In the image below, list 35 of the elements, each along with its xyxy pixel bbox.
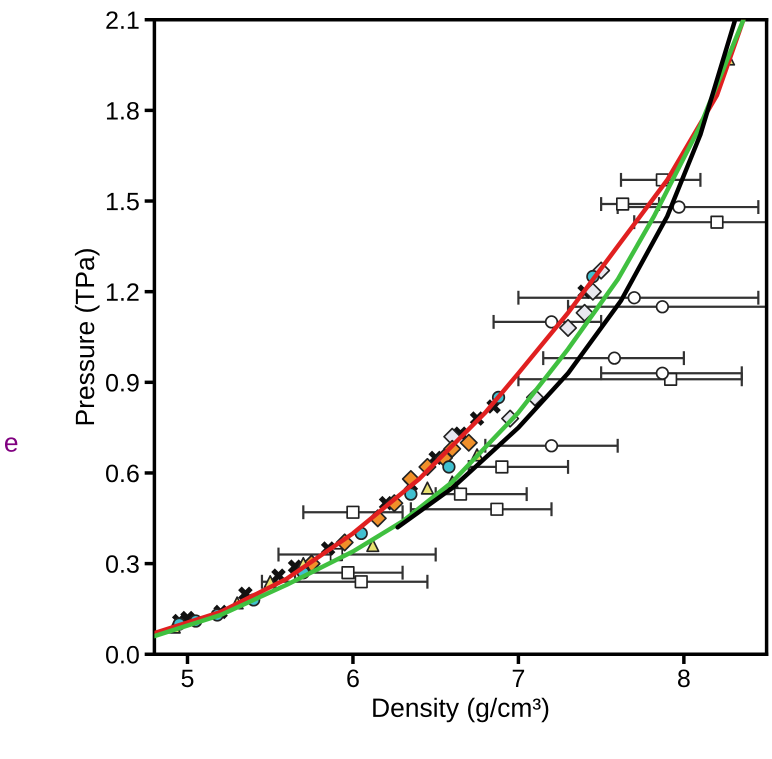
- point: [354, 575, 368, 588]
- point: [576, 304, 594, 322]
- point: [608, 352, 622, 365]
- y-tick-label: 1.5: [106, 192, 139, 210]
- y-tick-label: 0.6: [106, 464, 139, 482]
- point: [346, 506, 360, 519]
- x-tick-label: 5: [182, 670, 194, 688]
- y-tick-label: 1.8: [106, 102, 139, 120]
- y-tick-label: 0.3: [106, 555, 139, 573]
- point: [616, 197, 630, 211]
- point: [420, 481, 434, 495]
- y-tick-label: 1.2: [106, 283, 139, 301]
- x-tick-label: 7: [512, 670, 524, 687]
- point: [460, 434, 478, 452]
- x-tick-label: 6: [347, 670, 359, 688]
- x-axis-title: Density (g/cm³): [373, 698, 548, 722]
- point: [454, 487, 468, 501]
- point: [341, 566, 355, 580]
- point: [656, 366, 669, 380]
- y-tick-label: 0.0: [106, 646, 139, 664]
- point: [656, 300, 669, 314]
- x-tick-label: 8: [678, 670, 690, 688]
- y-tick-label: 0.9: [106, 374, 139, 392]
- text: e: [4, 437, 18, 452]
- y-axis-title: Pressure (TPa): [74, 249, 100, 424]
- point: [628, 291, 641, 304]
- y-tick-label: 2.1: [106, 11, 139, 29]
- point: [495, 460, 509, 474]
- point: [558, 318, 578, 337]
- point: [544, 315, 558, 329]
- point: [710, 216, 724, 229]
- point: [544, 439, 558, 452]
- point: [442, 460, 456, 474]
- point: [490, 502, 504, 516]
- point: [672, 200, 686, 214]
